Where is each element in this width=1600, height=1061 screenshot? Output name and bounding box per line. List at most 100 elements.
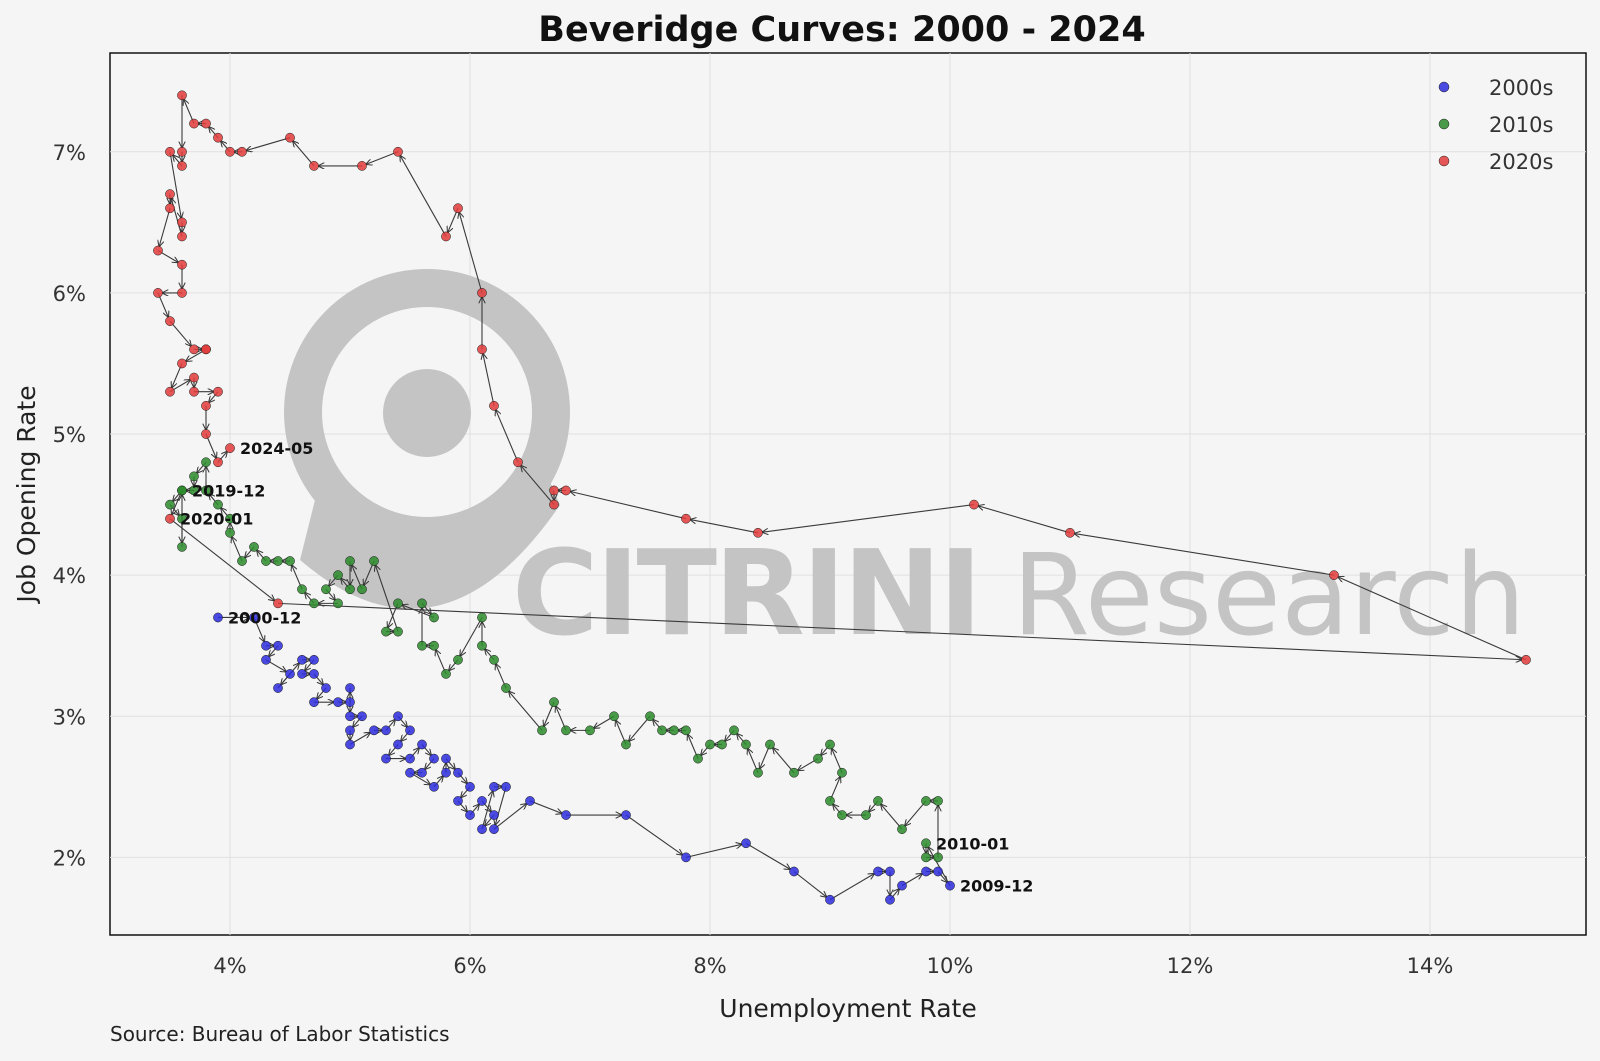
data-point [897,824,907,835]
y-axis-label: Job Opening Rate [12,385,41,604]
data-point [477,612,487,623]
data-point [741,838,751,849]
data-point [885,866,895,877]
path-segment [690,520,759,534]
series-2020s [153,90,1531,665]
data-point [153,245,163,256]
data-point [201,457,211,468]
path-segment [483,354,495,406]
data-point [333,598,343,609]
data-point [789,767,799,778]
data-point [765,739,775,750]
chart-title: Beveridge Curves: 2000 - 2024 [538,10,1145,50]
watermark-ring [284,269,570,555]
y-tick-label: 6% [53,282,86,306]
data-point [609,711,619,722]
data-point [393,739,403,750]
data-point [297,669,307,679]
data-point [297,584,307,595]
path-segment [400,156,447,237]
data-point [885,894,895,905]
data-point [213,457,223,468]
watermark-head [383,369,471,457]
data-point [165,203,175,214]
data-point [153,288,163,298]
data-point [825,894,835,905]
data-point [417,598,427,609]
path-segment [366,151,399,164]
data-point [273,683,283,693]
data-point [201,344,211,355]
data-point [201,118,211,129]
data-point [429,612,439,623]
data-point [933,866,943,877]
data-point [165,513,175,524]
data-point [177,485,187,496]
data-point [645,711,655,722]
data-point [261,556,271,566]
path-segment [375,565,399,632]
data-point [789,866,799,877]
date-annotation: 2000-12 [228,608,301,627]
data-point [753,767,763,778]
data-point [501,683,511,693]
data-point [201,429,211,439]
data-point [273,598,283,609]
data-point [189,485,199,496]
data-point [213,386,223,397]
data-point [921,866,931,877]
data-point [417,739,427,750]
watermark-light-text: Research [1012,531,1526,661]
data-point [201,400,211,411]
data-point [489,400,499,411]
data-point [177,161,187,171]
data-point [309,654,319,665]
path-segment [460,617,483,655]
data-point [441,669,451,679]
data-point [837,767,847,778]
date-annotation: 2020-01 [180,510,253,529]
path-segment [625,814,682,855]
x-tick-label: 14% [1407,954,1454,978]
path-segment [629,715,651,741]
data-point [273,640,283,651]
data-point [177,259,187,270]
data-point [441,231,451,242]
y-axis-ticks: 2% 3% 4% 5% 6% 7% [53,141,86,871]
data-point [261,654,271,665]
x-axis-ticks: 4% 6% 8% 10% 12% 14% [213,954,1453,978]
data-point [825,796,835,806]
legend-marker [1438,155,1450,167]
path-segment [169,151,181,218]
data-point [921,852,931,863]
data-point [477,824,487,835]
data-point [213,132,223,143]
data-point [945,880,955,891]
data-point [381,626,391,637]
path-segment [928,847,951,886]
path-segment [159,208,171,246]
data-point [405,767,415,778]
data-point [309,697,319,708]
data-point [165,499,175,510]
path-segment [762,504,975,533]
data-point [621,739,631,750]
data-point [177,288,187,298]
data-point [621,810,631,820]
data-point [285,132,295,143]
x-tick-label: 4% [213,954,246,978]
data-point [441,753,451,764]
data-point [357,711,367,722]
data-point [393,711,403,722]
data-point [369,725,379,736]
data-point [969,499,979,510]
data-point [657,725,667,736]
data-point [873,866,883,877]
data-point [177,217,187,228]
path-segment [773,748,795,774]
data-point [345,556,355,566]
y-tick-label: 5% [53,423,86,447]
y-tick-label: 3% [53,705,86,729]
data-point [285,556,295,566]
